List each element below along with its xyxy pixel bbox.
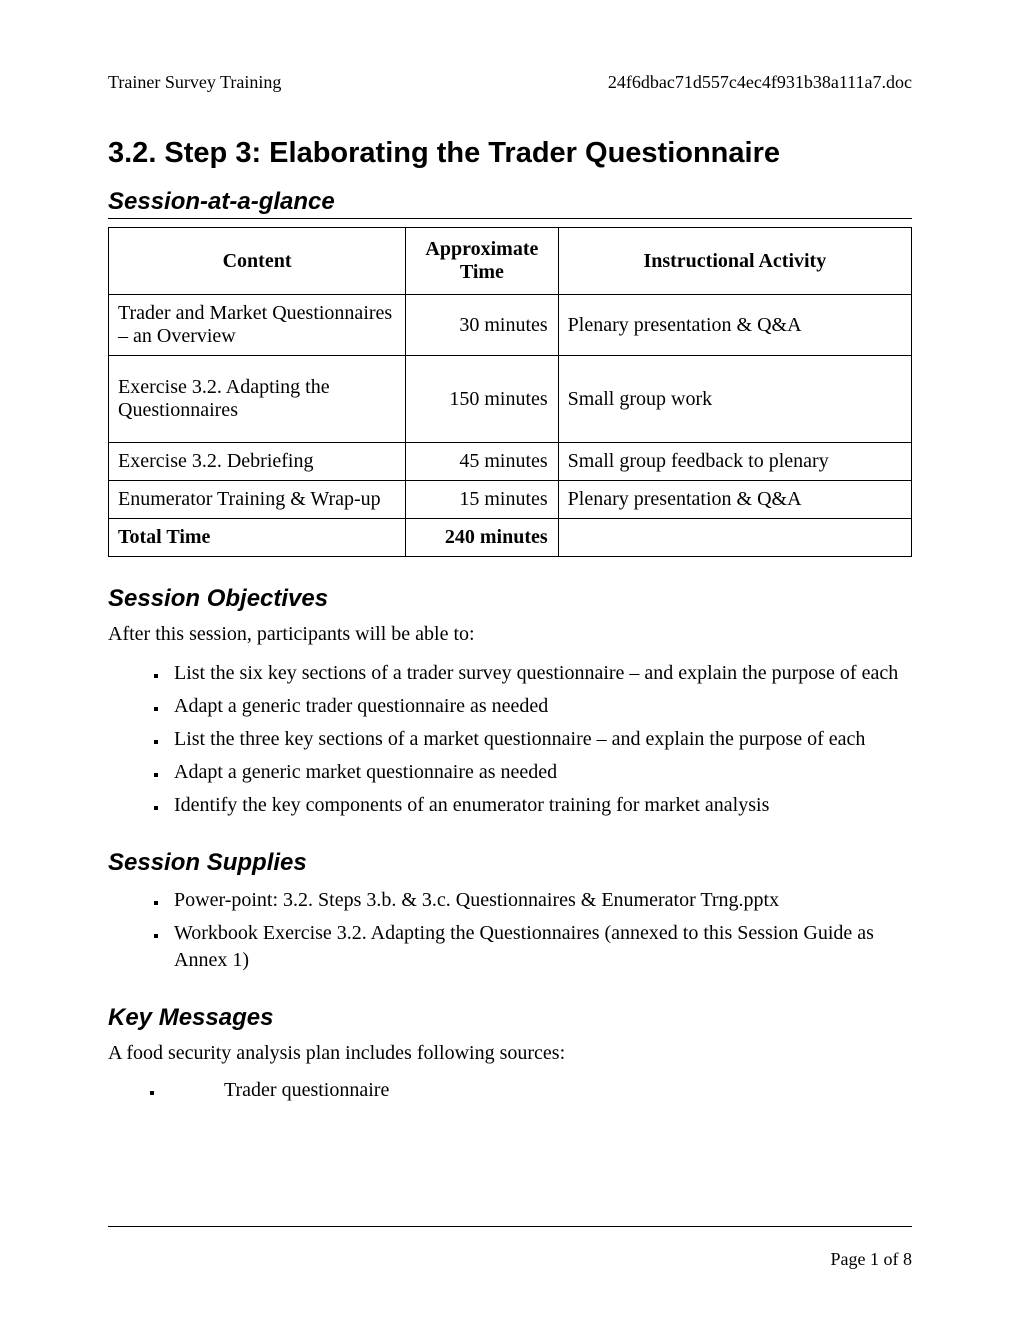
list-item: List the six key sections of a trader su… bbox=[168, 660, 912, 687]
page-number: Page 1 of 8 bbox=[831, 1249, 912, 1269]
session-glance-heading: Session-at-a-glance bbox=[108, 188, 912, 219]
objectives-list: List the six key sections of a trader su… bbox=[108, 660, 912, 819]
cell-time: 150 minutes bbox=[406, 356, 559, 443]
list-item: Trader questionnaire bbox=[164, 1079, 912, 1102]
cell-activity: Plenary presentation & Q&A bbox=[558, 481, 911, 519]
cell-time: 45 minutes bbox=[406, 443, 559, 481]
table-total-row: Total Time 240 minutes bbox=[109, 519, 912, 557]
cell-content: Exercise 3.2. Debriefing bbox=[109, 443, 406, 481]
total-empty bbox=[558, 519, 911, 557]
page-title: 3.2. Step 3: Elaborating the Trader Ques… bbox=[108, 137, 912, 170]
cell-content: Exercise 3.2. Adapting the Questionnaire… bbox=[109, 356, 406, 443]
table-row: Enumerator Training & Wrap-up 15 minutes… bbox=[109, 481, 912, 519]
supplies-heading: Session Supplies bbox=[108, 849, 912, 877]
col-header-activity: Instructional Activity bbox=[558, 228, 911, 295]
key-messages-list: Trader questionnaire bbox=[108, 1079, 912, 1102]
key-messages-intro: A food security analysis plan includes f… bbox=[108, 1042, 912, 1065]
total-time: 240 minutes bbox=[406, 519, 559, 557]
cell-content: Trader and Market Questionnaires – an Ov… bbox=[109, 295, 406, 356]
cell-time: 15 minutes bbox=[406, 481, 559, 519]
cell-activity: Small group feedback to plenary bbox=[558, 443, 911, 481]
page-footer: Page 1 of 8 bbox=[108, 1226, 912, 1270]
table-header-row: Content Approximate Time Instructional A… bbox=[109, 228, 912, 295]
cell-time: 30 minutes bbox=[406, 295, 559, 356]
objectives-intro: After this session, participants will be… bbox=[108, 623, 912, 646]
objectives-heading: Session Objectives bbox=[108, 585, 912, 613]
total-label: Total Time bbox=[109, 519, 406, 557]
key-messages-heading: Key Messages bbox=[108, 1004, 912, 1032]
list-item: Power-point: 3.2. Steps 3.b. & 3.c. Ques… bbox=[168, 887, 912, 914]
col-header-content: Content bbox=[109, 228, 406, 295]
session-glance-table: Content Approximate Time Instructional A… bbox=[108, 227, 912, 557]
supplies-list: Power-point: 3.2. Steps 3.b. & 3.c. Ques… bbox=[108, 887, 912, 974]
list-item: Identify the key components of an enumer… bbox=[168, 792, 912, 819]
cell-activity: Small group work bbox=[558, 356, 911, 443]
cell-activity: Plenary presentation & Q&A bbox=[558, 295, 911, 356]
list-item: Adapt a generic trader questionnaire as … bbox=[168, 693, 912, 720]
page-header: Trainer Survey Training 24f6dbac71d557c4… bbox=[108, 72, 912, 93]
col-header-time: Approximate Time bbox=[406, 228, 559, 295]
header-left: Trainer Survey Training bbox=[108, 72, 281, 93]
list-item: List the three key sections of a market … bbox=[168, 726, 912, 753]
list-item: Adapt a generic market questionnaire as … bbox=[168, 759, 912, 786]
table-row: Exercise 3.2. Adapting the Questionnaire… bbox=[109, 356, 912, 443]
header-right: 24f6dbac71d557c4ec4f931b38a111a7.doc bbox=[608, 72, 912, 93]
table-row: Trader and Market Questionnaires – an Ov… bbox=[109, 295, 912, 356]
list-item: Workbook Exercise 3.2. Adapting the Ques… bbox=[168, 920, 912, 974]
cell-content: Enumerator Training & Wrap-up bbox=[109, 481, 406, 519]
table-row: Exercise 3.2. Debriefing 45 minutes Smal… bbox=[109, 443, 912, 481]
